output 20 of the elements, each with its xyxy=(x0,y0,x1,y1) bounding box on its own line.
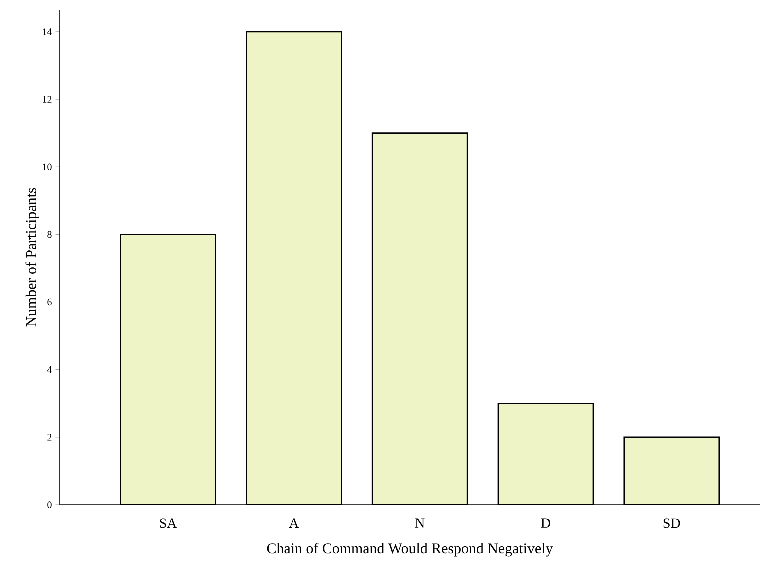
x-tick-label: SA xyxy=(160,518,178,528)
x-axis-title: Chain of Command Would Respond Negatively xyxy=(267,542,554,557)
y-tick-label: 10 xyxy=(43,164,52,170)
bar xyxy=(624,436,720,505)
x-tick-label: A xyxy=(289,518,300,528)
y-tick-label: 14 xyxy=(43,28,52,36)
y-tick-label: 4 xyxy=(47,366,52,374)
bar xyxy=(246,31,342,505)
y-axis-title: Number of Participants xyxy=(26,188,40,327)
y-tick-label: 0 xyxy=(48,502,52,508)
x-tick-label: D xyxy=(541,518,550,528)
bar xyxy=(498,402,594,505)
x-tick-label: N xyxy=(415,518,425,528)
bar xyxy=(372,132,468,505)
y-tick-label: 8 xyxy=(48,231,52,238)
y-tick-label: 6 xyxy=(48,298,52,306)
bar xyxy=(120,234,216,505)
x-tick-label: SD xyxy=(664,518,680,528)
y-tick-label: 12 xyxy=(43,96,52,103)
y-tick-label: 2 xyxy=(48,434,52,441)
